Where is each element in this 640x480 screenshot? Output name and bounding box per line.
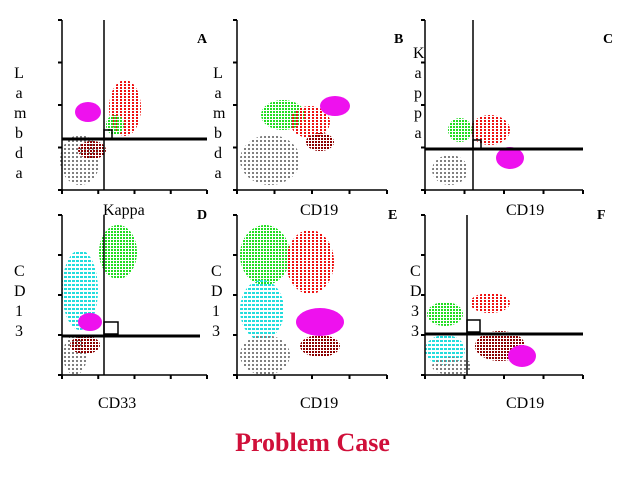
x-label: CD19 xyxy=(506,395,545,412)
x-label: CD19 xyxy=(300,202,339,219)
x-label: CD19 xyxy=(506,202,545,219)
panel-letter: B xyxy=(394,32,404,47)
cell-cluster xyxy=(448,118,472,142)
cell-cluster xyxy=(508,345,536,367)
cell-cluster xyxy=(286,230,334,294)
gate-box xyxy=(466,319,481,333)
cell-cluster xyxy=(78,141,106,159)
cell-cluster xyxy=(300,335,340,357)
gate-box xyxy=(103,321,119,335)
panel-letter: A xyxy=(197,32,208,47)
x-label: CD33 xyxy=(98,395,137,412)
cell-cluster xyxy=(290,106,330,138)
gate-box xyxy=(103,129,113,140)
cell-cluster xyxy=(99,225,137,279)
cell-cluster xyxy=(296,308,344,336)
panel-letter: C xyxy=(603,32,614,47)
cell-cluster xyxy=(240,280,284,340)
x-label: Kappa xyxy=(103,202,145,219)
y-label: Lambda xyxy=(14,65,27,182)
panel-letter: D xyxy=(197,208,208,223)
cell-cluster xyxy=(470,115,510,145)
cell-cluster xyxy=(75,102,101,122)
cell-cluster xyxy=(320,96,350,116)
cell-cluster xyxy=(470,293,510,313)
panel-letter: F xyxy=(597,208,606,223)
panel-letter: E xyxy=(388,208,398,223)
cell-cluster xyxy=(432,155,468,185)
cell-cluster xyxy=(432,357,472,375)
cell-cluster xyxy=(106,115,124,135)
y-label: CD13 xyxy=(14,263,26,340)
y-label: Kappa xyxy=(413,45,425,142)
cell-cluster xyxy=(62,250,98,330)
y-label: CD33 xyxy=(410,263,422,340)
x-label: CD19 xyxy=(300,395,339,412)
cell-cluster xyxy=(78,313,102,331)
figure-title: Problem Case xyxy=(235,428,390,457)
cell-cluster xyxy=(240,135,300,185)
cell-cluster xyxy=(496,147,524,169)
y-label: Lambda xyxy=(213,65,226,182)
cell-cluster xyxy=(306,133,334,151)
cell-cluster xyxy=(240,335,290,375)
cell-cluster xyxy=(70,336,100,354)
cell-cluster xyxy=(240,225,290,285)
y-label: CD13 xyxy=(211,263,223,340)
gate-box xyxy=(472,139,482,150)
cell-cluster xyxy=(427,302,463,326)
